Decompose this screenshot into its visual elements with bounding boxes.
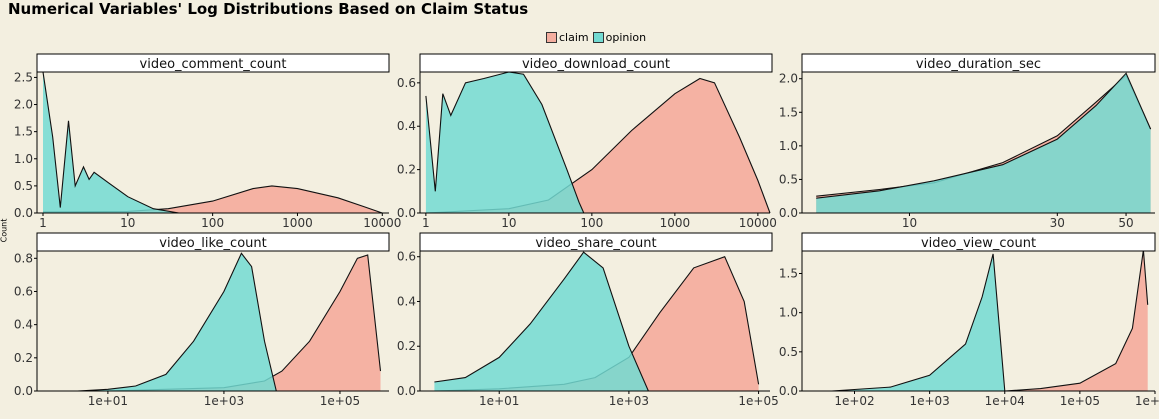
x-tick-label: 1 <box>39 216 47 230</box>
y-tick-label: 1.5 <box>779 105 798 119</box>
facet-panel-video-duration-sec: 0.0 0.5 1.0 1.5 2.0 10 30 50 video_duration_sec <box>779 53 1156 230</box>
facet-panel-video-view-count: 0.0 0.5 1.0 1.5 1e+02 1e+03 1e+04 1e+05 1e+06 vid… <box>779 232 1159 408</box>
facet-header <box>419 53 773 73</box>
x-tick-label: 1e+06 <box>1135 394 1159 408</box>
density-area-claim <box>43 185 383 213</box>
density-line-opinion <box>831 253 1006 392</box>
legend-swatch-opinion <box>592 31 604 43</box>
y-tick-label: 0.0 <box>14 384 33 398</box>
y-tick-label: 0.0 <box>779 206 798 220</box>
facet-panel-video-comment-count: 0.0 0.5 1.0 1.5 2.0 2.5 1 10 100 1000 10000 video_c… <box>14 53 401 230</box>
y-tick-label: 0.6 <box>397 250 416 264</box>
x-tick-label: 1 <box>422 216 430 230</box>
x-tick-label: 10000 <box>363 216 401 230</box>
facet-panel-video-share-count: 0.0 0.2 0.4 0.6 1e+01 1e+03 1e+05 video_share_c… <box>397 232 779 408</box>
x-tick-label: 1e+02 <box>834 394 874 408</box>
x-tick-label: 1e+03 <box>909 394 949 408</box>
y-tick-label: 0.4 <box>397 119 416 133</box>
facet-title: video_duration_sec <box>916 57 1041 72</box>
legend: claim opinion <box>546 30 650 44</box>
facet-title: video_view_count <box>921 236 1036 251</box>
x-tick-label: 1e+03 <box>609 394 649 408</box>
legend-item-claim: claim <box>546 31 589 44</box>
y-tick-label: 0.0 <box>397 384 416 398</box>
x-tick-label: 1e+03 <box>204 394 244 408</box>
y-tick-label: 1.5 <box>14 125 33 139</box>
facet-header <box>801 53 1156 73</box>
facet-header <box>801 232 1156 252</box>
density-area-opinion <box>77 253 277 391</box>
y-tick-label: 2.0 <box>779 72 798 86</box>
density-line-opinion <box>425 71 585 214</box>
y-tick-label: 0.4 <box>14 318 33 332</box>
x-tick-label: 1e+01 <box>88 394 128 408</box>
density-area-opinion <box>816 73 1151 213</box>
facet-panel-video-download-count: 0.0 0.2 0.4 0.6 1 10 100 1000 10000 video_downloa… <box>397 53 777 230</box>
x-tick-label: 100 <box>201 216 224 230</box>
y-tick-label: 0.0 <box>779 384 798 398</box>
facet-title: video_download_count <box>522 57 670 72</box>
y-tick-label: 0.5 <box>14 179 33 193</box>
facet-header <box>36 232 390 252</box>
y-tick-label: 1.5 <box>779 267 798 281</box>
chart-title: Numerical Variables' Log Distributions B… <box>8 0 529 18</box>
facet-title: video_comment_count <box>140 57 287 72</box>
y-tick-label: 0.8 <box>14 251 33 265</box>
density-area-claim <box>1004 250 1148 391</box>
y-tick-label: 1.0 <box>779 306 798 320</box>
facet-title: video_share_count <box>535 236 656 251</box>
x-tick-label: 10000 <box>739 216 777 230</box>
density-line-opinion <box>42 71 179 214</box>
y-tick-label: 2.0 <box>14 98 33 112</box>
facet-title: video_like_count <box>159 236 266 251</box>
y-tick-label: 0.2 <box>397 339 416 353</box>
density-area-opinion <box>425 72 584 213</box>
density-line-opinion <box>434 251 649 392</box>
y-tick-label: 2.5 <box>14 70 33 84</box>
x-tick-label: 10 <box>120 216 135 230</box>
density-area-opinion <box>831 253 1005 391</box>
y-tick-label: 0.6 <box>14 284 33 298</box>
x-tick-label: 30 <box>1050 216 1065 230</box>
y-tick-label: 1.0 <box>779 139 798 153</box>
density-area-claim <box>107 255 381 391</box>
y-tick-label: 0.5 <box>779 172 798 186</box>
facet-header <box>419 232 773 252</box>
y-tick-label: 0.4 <box>397 294 416 308</box>
x-tick-label: 1000 <box>660 216 691 230</box>
x-tick-label: 1000 <box>282 216 313 230</box>
x-tick-label: 1e+04 <box>985 394 1025 408</box>
legend-item-opinion: opinion <box>592 30 647 44</box>
x-tick-label: 1e+01 <box>479 394 519 408</box>
legend-label-opinion: opinion <box>605 30 647 44</box>
x-tick-label: 100 <box>580 216 603 230</box>
x-tick-label: 1e+05 <box>738 394 778 408</box>
y-tick-label: 1.0 <box>14 152 33 166</box>
legend-label-claim: claim <box>559 30 589 44</box>
y-tick-label: 0.2 <box>397 163 416 177</box>
x-tick-label: 1e+05 <box>1060 394 1100 408</box>
legend-swatch-claim <box>546 31 557 43</box>
x-tick-label: 1e+05 <box>320 394 360 408</box>
density-area-opinion <box>434 252 649 391</box>
density-line-opinion <box>77 252 277 392</box>
y-tick-label: 0.5 <box>779 345 798 359</box>
y-tick-label: 0.0 <box>14 206 33 220</box>
density-area-claim <box>434 256 759 391</box>
density-area-claim <box>425 78 770 213</box>
x-tick-label: 10 <box>902 216 917 230</box>
y-tick-label: 0.0 <box>397 206 416 220</box>
y-tick-label: 0.2 <box>14 351 33 365</box>
x-tick-label: 10 <box>501 216 516 230</box>
density-area-opinion <box>43 72 179 213</box>
density-line-opinion <box>816 72 1152 199</box>
facet-header <box>36 53 390 73</box>
y-tick-label: 0.6 <box>397 76 416 90</box>
facet-panel-video-like-count: 0.0 0.2 0.4 0.6 0.8 1e+01 1e+03 1e+05 video_like… <box>14 232 390 408</box>
x-tick-label: 50 <box>1118 216 1133 230</box>
